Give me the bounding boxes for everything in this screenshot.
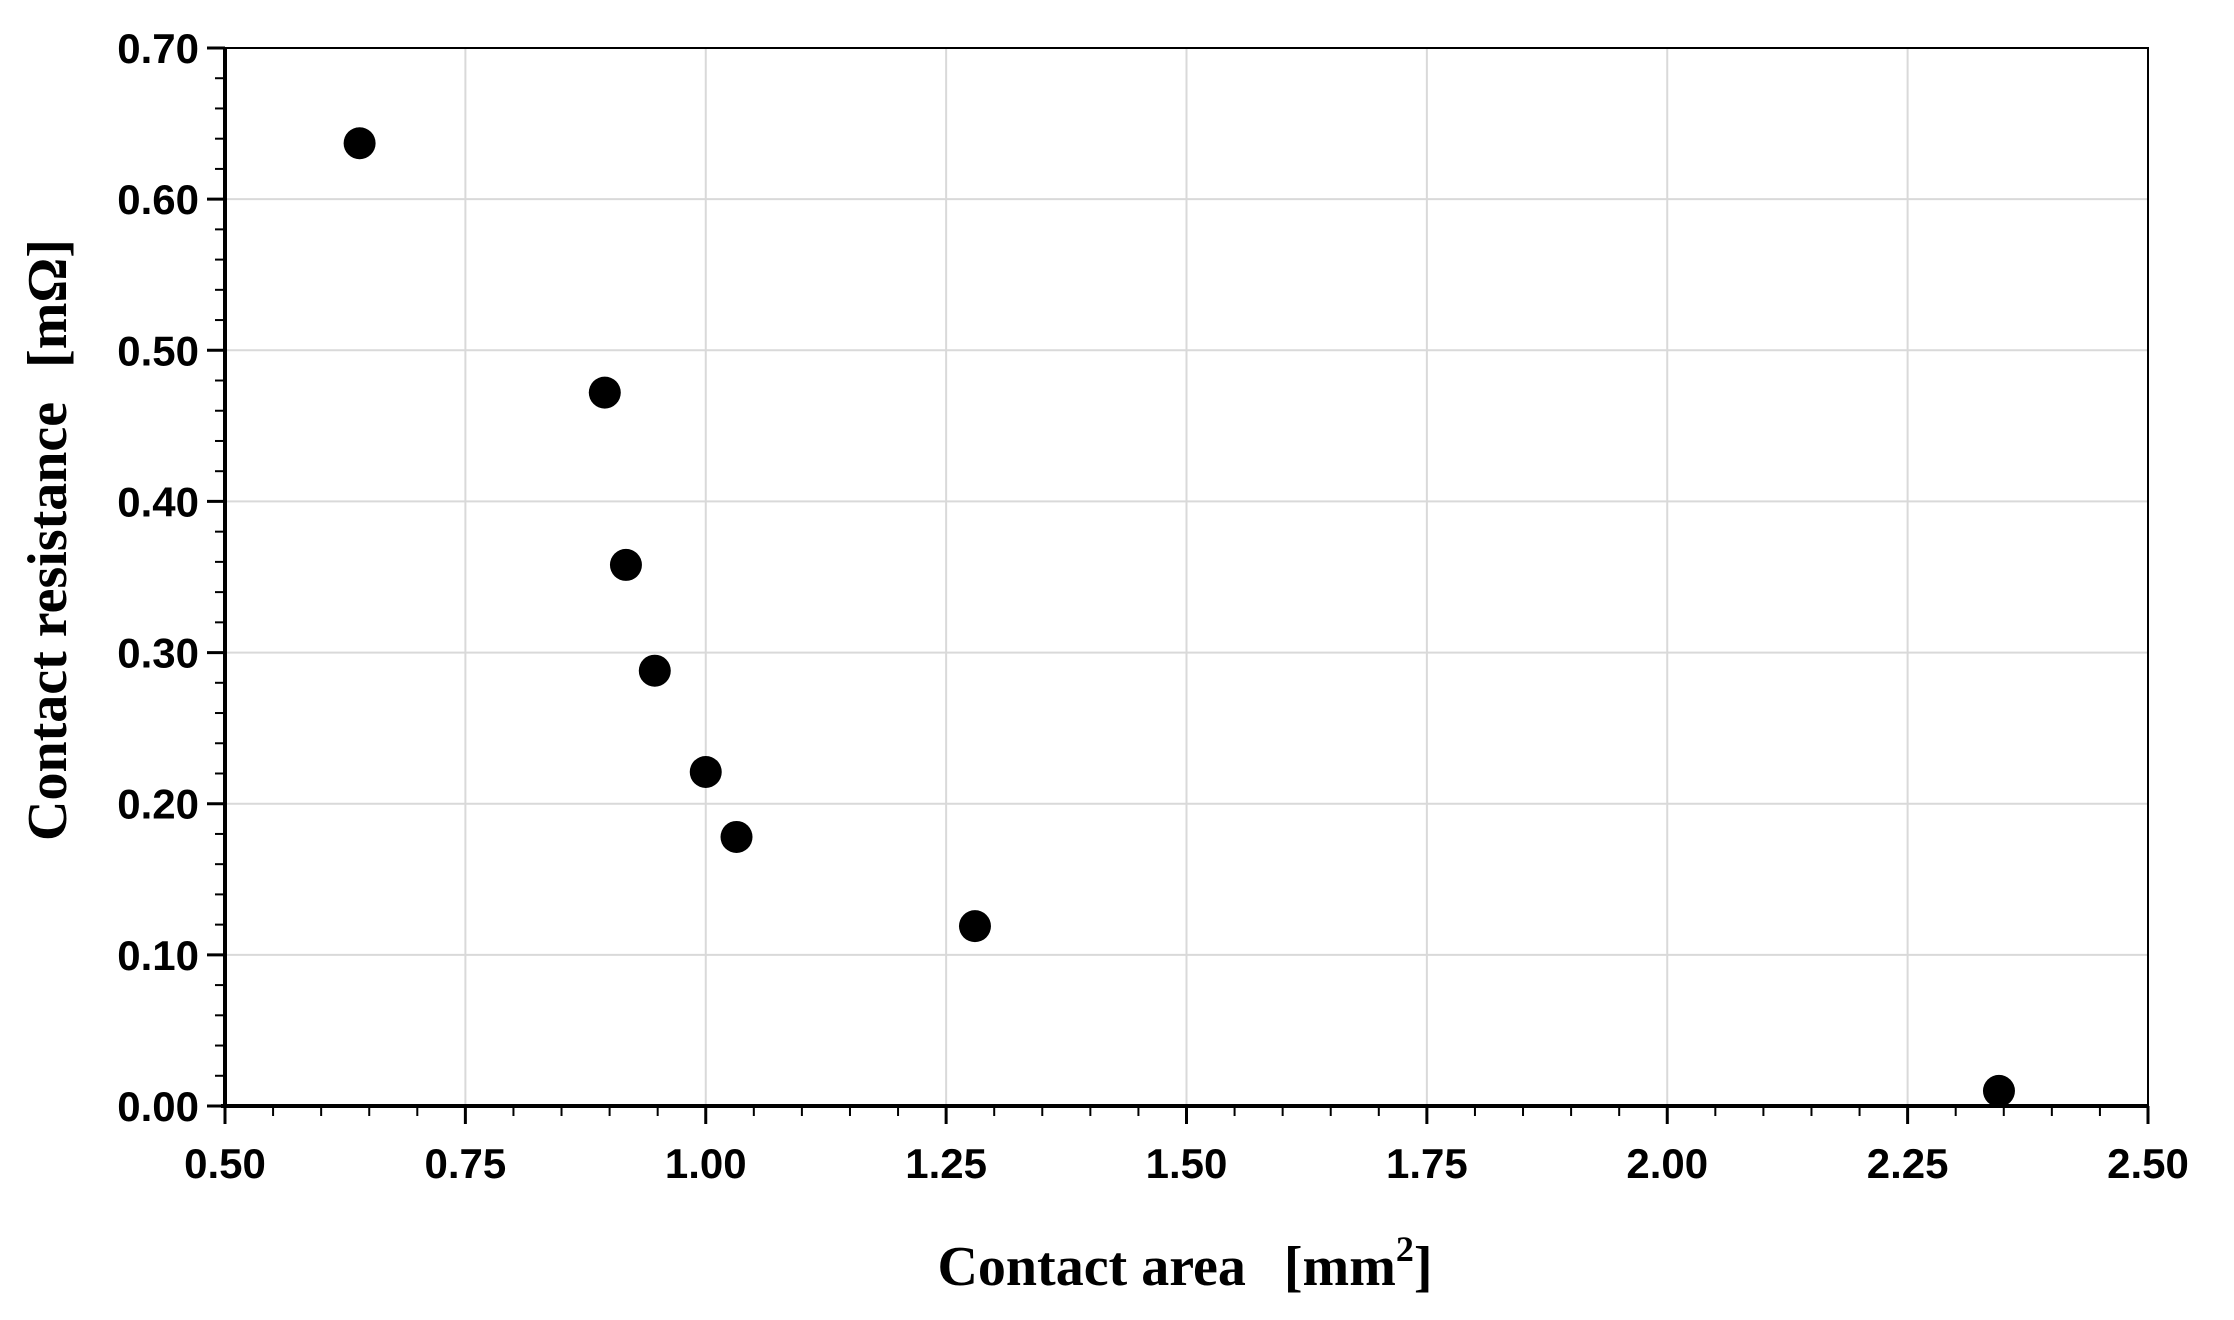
x-axis-unit-close: ] [1414, 1236, 1433, 1298]
data-point [1982, 1074, 2015, 1107]
y-tick-label: 0.70 [117, 25, 199, 72]
x-tick-label: 2.50 [2107, 1140, 2189, 1187]
data-points [343, 127, 2015, 1107]
y-tick-label: 0.60 [117, 176, 199, 223]
y-tick-label: 0.40 [117, 478, 199, 525]
data-point [958, 910, 991, 943]
x-tick-label: 0.75 [425, 1140, 507, 1187]
y-axis-title-text: Contact resistance [17, 402, 79, 841]
data-point [588, 376, 621, 409]
y-tick-label: 0.20 [117, 781, 199, 828]
x-tick-label: 2.25 [1867, 1140, 1949, 1187]
data-point [343, 127, 376, 160]
x-tick-labels: 0.50 0.75 1.00 1.25 1.50 1.75 2.00 2.25 2.50 [184, 1140, 2189, 1187]
data-point [609, 548, 642, 581]
x-tick-label: 1.00 [665, 1140, 747, 1187]
x-tick-label: 0.50 [184, 1140, 266, 1187]
x-axis-unit-superscript: 2 [1396, 1229, 1414, 1269]
x-tick-label: 2.00 [1626, 1140, 1708, 1187]
y-tick-label: 0.30 [117, 630, 199, 677]
x-tick-label: 1.25 [905, 1140, 987, 1187]
y-axis-unit: [mΩ] [17, 239, 79, 368]
x-tick-label: 1.50 [1146, 1140, 1228, 1187]
y-axis-title: Contact resistance [mΩ] [17, 239, 79, 841]
x-tick-label: 1.75 [1386, 1140, 1468, 1187]
data-point [638, 654, 671, 687]
x-axis-unit: [mm [1284, 1236, 1396, 1298]
y-tick-label: 0.50 [117, 327, 199, 374]
grid-lines [225, 48, 2148, 1106]
data-point [720, 820, 753, 853]
x-axis-title-text: Contact area [937, 1236, 1245, 1298]
data-point [689, 755, 722, 788]
y-tick-label: 0.10 [117, 932, 199, 979]
x-axis-title: Contact area [mm2] [937, 1229, 1432, 1298]
y-tick-labels: 0.00 0.10 0.20 0.30 0.40 0.50 0.60 0.70 [117, 25, 199, 1130]
y-tick-label: 0.00 [117, 1083, 199, 1130]
